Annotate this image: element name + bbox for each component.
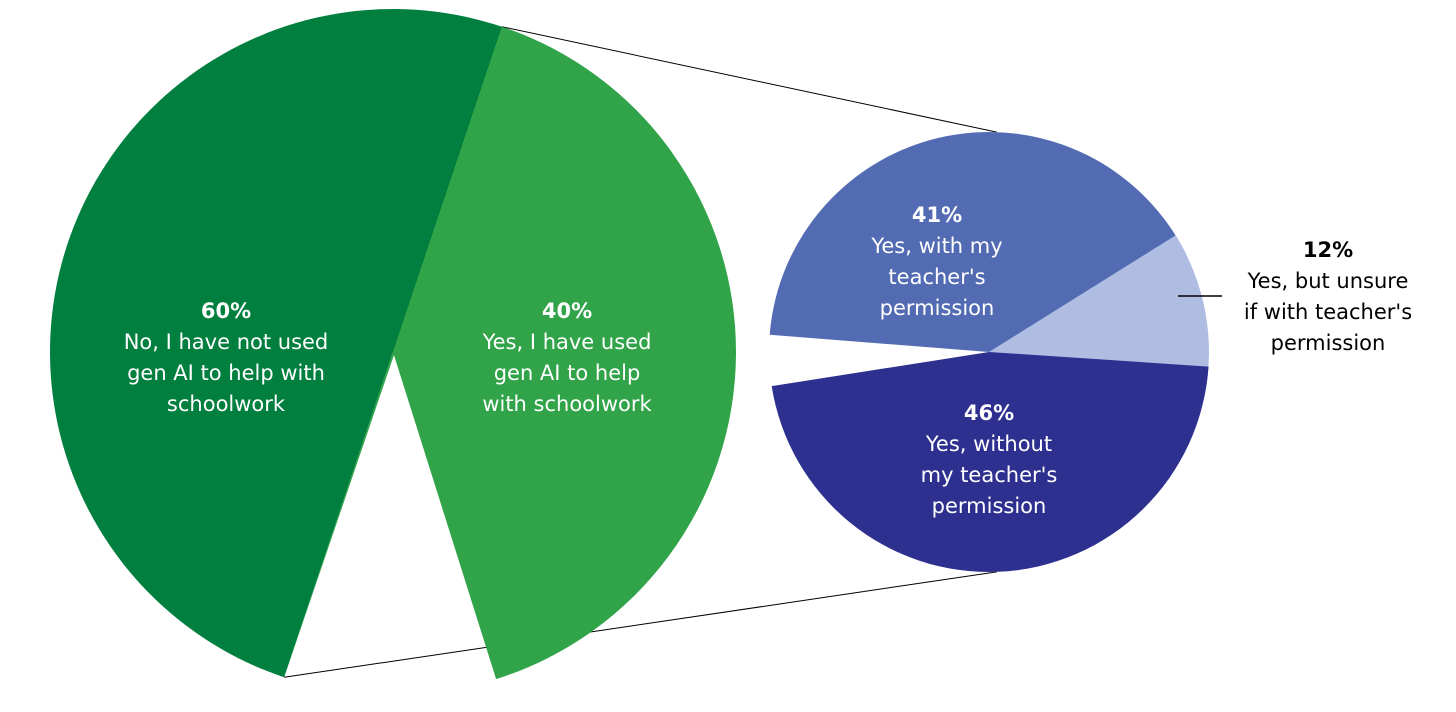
connector-lines <box>284 26 997 678</box>
label-yes-with-my-teacher-s-permission-line: permission <box>880 296 995 320</box>
label-no-i-have-not-used-gen-ai-to-help-with-schoolwork-line: gen AI to help with <box>127 361 325 385</box>
pie-slice-yes-without-my-teacher-s-permission <box>771 352 1209 572</box>
label-yes-with-my-teacher-s-permission-value: 41% <box>912 203 962 227</box>
label-yes-i-have-used-gen-ai-to-help-with-schoolwork-line: gen AI to help <box>494 361 641 385</box>
label-yes-with-my-teacher-s-permission-line: teacher's <box>888 265 985 289</box>
label-no-i-have-not-used-gen-ai-to-help-with-schoolwork-line: No, I have not used <box>124 330 329 354</box>
breakdown-pie <box>769 132 1210 572</box>
label-yes-without-my-teacher-s-permission-value: 46% <box>964 401 1014 425</box>
connector-line-bottom <box>284 571 997 678</box>
label-yes-i-have-used-gen-ai-to-help-with-schoolwork-line: with schoolwork <box>482 392 652 416</box>
connector-line-top <box>501 26 997 133</box>
label-yes-i-have-used-gen-ai-to-help-with-schoolwork: 40% Yes, I have used gen AI to help with sc… <box>482 299 653 416</box>
pie-slice-yes-i-have-used-gen-ai-to-help-with-schoolwork <box>393 26 737 680</box>
label-no-i-have-not-used-gen-ai-to-help-with-schoolwork: 60% No, I have not used gen AI to help wit… <box>124 299 329 416</box>
label-no-i-have-not-used-gen-ai-to-help-with-schoolwork-line: schoolwork <box>167 392 286 416</box>
label-yes-without-my-teacher-s-permission-line: my teacher's <box>921 463 1058 487</box>
label-yes-i-have-used-gen-ai-to-help-with-schoolwork-value: 40% <box>542 299 592 323</box>
label-yes-i-have-used-gen-ai-to-help-with-schoolwork-line: Yes, I have used <box>482 330 652 354</box>
slice-labels: 60% No, I have not used gen AI to help wit… <box>124 203 1412 518</box>
label-yes-but-unsure-if-with-teacher-s-permission-line: Yes, but unsure <box>1247 269 1409 293</box>
label-yes-without-my-teacher-s-permission-line: Yes, without <box>925 432 1052 456</box>
main-pie <box>50 9 737 680</box>
label-yes-but-unsure-if-with-teacher-s-permission-line: permission <box>1271 331 1386 355</box>
label-yes-but-unsure-if-with-teacher-s-permission-line: if with teacher's <box>1244 300 1412 324</box>
label-yes-but-unsure-if-with-teacher-s-permission-value: 12% <box>1303 238 1353 262</box>
pie-slice-edge-fill <box>284 26 502 678</box>
label-yes-with-my-teacher-s-permission-line: Yes, with my <box>870 234 1002 258</box>
label-yes-with-my-teacher-s-permission: 41% Yes, with my teacher's permission <box>870 203 1002 320</box>
label-yes-but-unsure-if-with-teacher-s-permission: 12% Yes, but unsure if with teacher's permi… <box>1244 238 1412 355</box>
label-yes-without-my-teacher-s-permission-line: permission <box>932 494 1047 518</box>
label-no-i-have-not-used-gen-ai-to-help-with-schoolwork-value: 60% <box>201 299 251 323</box>
label-yes-without-my-teacher-s-permission: 46% Yes, without my teacher's permission <box>921 401 1058 518</box>
